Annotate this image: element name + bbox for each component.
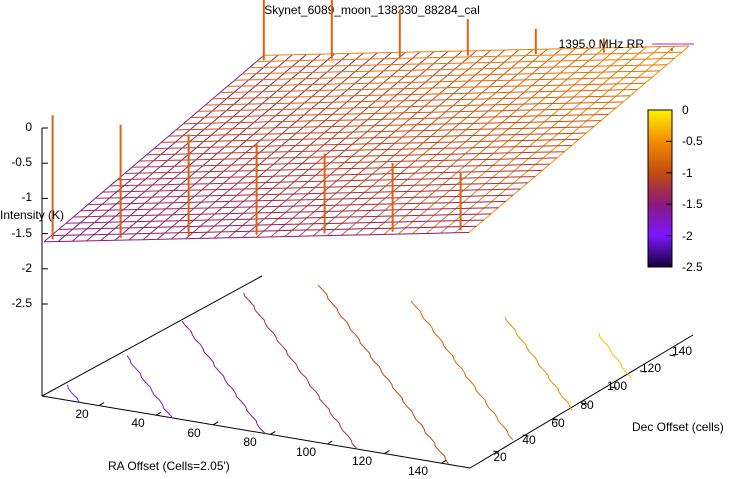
z-tick-label: -2.5 — [11, 296, 32, 310]
x-tick-label: 60 — [187, 426, 201, 440]
colorbar: 0 -0.5 -1 -1.5 -2 -2.5 — [647, 103, 703, 274]
axis-tick — [493, 450, 500, 453]
mesh-line-y — [95, 188, 521, 199]
mesh-line-y — [168, 126, 594, 137]
x-tick-label: 80 — [243, 435, 257, 449]
colorbar-tick-label: 0 — [682, 103, 689, 117]
axis-tick — [212, 421, 219, 426]
axis-tick — [98, 402, 105, 407]
mesh-line-y — [43, 232, 470, 243]
mesh-line-y — [102, 182, 528, 193]
mesh-line-y — [263, 45, 690, 56]
mesh-line-y — [227, 76, 653, 87]
contour-line — [181, 320, 267, 435]
colorbar-tick-label: -0.5 — [682, 134, 703, 148]
mesh-line-y — [73, 207, 499, 218]
y-tick-label: 60 — [551, 416, 565, 430]
mesh-line-y — [212, 89, 638, 100]
axis-tick — [639, 370, 647, 373]
mesh-line-y — [161, 132, 587, 143]
y-tick-label: 40 — [522, 433, 536, 447]
x-axis-label: RA Offset (Cells=2.05') — [108, 459, 230, 473]
mesh-line-y — [249, 57, 675, 69]
mesh-line-y — [197, 101, 624, 112]
mesh-line-y — [205, 95, 631, 106]
y-axis-line — [469, 334, 694, 469]
legend: 1395.0 MHz RR — [559, 37, 694, 51]
axis-tick — [270, 430, 276, 435]
axis-tick — [384, 450, 390, 455]
y-tick-label: 80 — [580, 398, 594, 412]
x-tick-label: 40 — [131, 416, 145, 430]
y-tick-labels: 20 40 60 80 100 120 140 — [493, 344, 692, 464]
x-tick-label: 100 — [296, 445, 316, 459]
x-tick-labels: 20 40 60 80 100 120 140 — [75, 407, 428, 478]
axis-tick — [669, 354, 676, 357]
contour-line — [126, 355, 174, 419]
spike-lines — [51, 0, 673, 240]
z-axis-label: Intensity (K) — [0, 208, 64, 222]
z-tick-labels: 0 -0.5 -1 -1.5 -2 -2.5 — [11, 120, 32, 310]
colorbar-gradient — [647, 109, 673, 268]
x-tick-label: 20 — [75, 407, 89, 421]
z-tick-label: -1 — [21, 190, 32, 204]
x-axis-line — [41, 395, 471, 469]
contour-lines — [67, 284, 632, 465]
contour-line — [317, 284, 449, 465]
legend-entry-label: 1395.0 MHz RR — [559, 37, 645, 51]
colorbar-tick-label: -2 — [682, 229, 693, 243]
z-tick-label: -1.5 — [11, 226, 32, 240]
back-axis-line — [41, 275, 263, 397]
y-tick-label: 120 — [641, 361, 661, 375]
z-tick-label: -2 — [21, 261, 32, 275]
mesh-line-y — [219, 82, 646, 94]
colorbar-tick-label: -1 — [682, 166, 693, 180]
x-tick-label: 120 — [352, 454, 372, 468]
mesh-line-y — [146, 145, 572, 156]
contour-line — [504, 316, 573, 411]
mesh-line-y — [139, 151, 565, 162]
contour-line — [410, 300, 514, 441]
mesh-line-y — [87, 194, 514, 205]
mesh-line-y — [51, 225, 477, 237]
axes-frame — [41, 128, 694, 469]
y-axis-label: Dec Offset (cells) — [632, 420, 724, 434]
mesh-line-y — [190, 107, 616, 118]
axis-tick — [327, 440, 333, 445]
mesh-line-y — [175, 120, 602, 131]
chart-title: Skynet_6089_moon_138330_88284_cal — [264, 3, 480, 17]
y-tick-label: 20 — [493, 450, 507, 464]
mesh-line-y — [234, 70, 660, 81]
mesh-line-y — [183, 113, 609, 125]
mesh-line-y — [256, 51, 682, 62]
axis-tick — [551, 418, 559, 421]
axis-tick — [441, 459, 447, 464]
y-tick-label: 100 — [607, 379, 627, 393]
surface-mesh — [43, 45, 690, 243]
axis-tick — [155, 411, 162, 416]
axis-tick — [522, 434, 529, 437]
z-tick-label: 0 — [25, 120, 32, 134]
mesh-line-y — [153, 138, 580, 150]
axis-tick — [581, 402, 588, 405]
contour-line — [243, 292, 358, 450]
x-tick-label: 140 — [408, 464, 428, 478]
axis-ticks — [42, 127, 676, 464]
mesh-line-y — [80, 200, 506, 212]
y-tick-label: 140 — [672, 344, 692, 358]
contour-line — [598, 332, 632, 379]
axis-tick — [610, 386, 617, 389]
mesh-line-y — [124, 163, 550, 174]
z-tick-label: -0.5 — [11, 155, 32, 169]
contour-line — [67, 384, 80, 403]
mesh-line-y — [58, 219, 484, 230]
mesh-line-y — [131, 157, 558, 168]
mesh-line-y — [65, 213, 492, 224]
colorbar-tick-label: -1.5 — [682, 197, 703, 211]
mesh-line-y — [109, 176, 536, 187]
colorbar-tick-label: -2.5 — [682, 260, 703, 274]
mesh-line-y — [241, 64, 668, 75]
